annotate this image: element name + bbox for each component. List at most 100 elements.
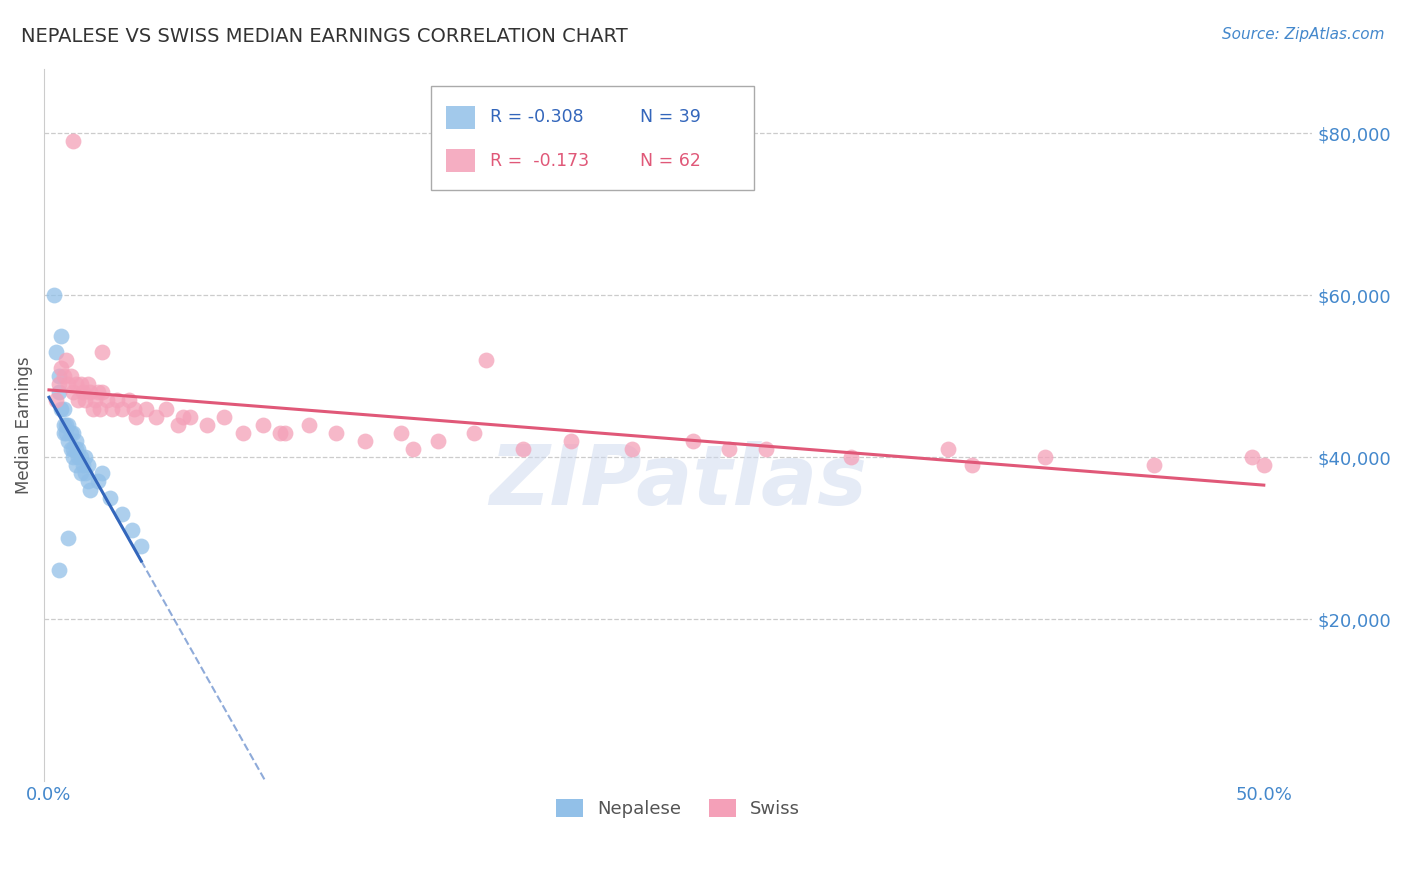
- Point: [91, 385, 114, 400]
- Point: [72, 458, 94, 473]
- Point: [463, 425, 485, 440]
- Legend: Nepalese, Swiss: Nepalese, Swiss: [548, 791, 807, 825]
- Point: [48, 385, 70, 400]
- Point: [145, 409, 167, 424]
- Point: [718, 442, 741, 456]
- Point: [212, 409, 235, 424]
- Point: [86, 475, 108, 489]
- Point: [179, 409, 201, 424]
- Point: [353, 434, 375, 448]
- Point: [839, 450, 862, 464]
- Point: [67, 450, 90, 464]
- Text: Source: ZipAtlas.com: Source: ZipAtlas.com: [1222, 27, 1385, 42]
- Point: [69, 377, 91, 392]
- Point: [62, 442, 84, 456]
- Text: NEPALESE VS SWISS MEDIAN EARNINGS CORRELATION CHART: NEPALESE VS SWISS MEDIAN EARNINGS CORREL…: [21, 27, 628, 45]
- Point: [111, 401, 134, 416]
- Point: [105, 393, 128, 408]
- Point: [52, 425, 75, 440]
- Point: [52, 369, 75, 384]
- FancyBboxPatch shape: [430, 87, 755, 190]
- Point: [79, 385, 101, 400]
- Point: [125, 409, 148, 424]
- Point: [273, 425, 295, 440]
- Point: [58, 377, 80, 392]
- Point: [101, 401, 124, 416]
- Point: [122, 401, 145, 416]
- Point: [75, 393, 97, 408]
- Point: [1143, 458, 1166, 473]
- Point: [49, 328, 72, 343]
- Point: [76, 458, 98, 473]
- Point: [65, 434, 87, 448]
- Point: [129, 539, 152, 553]
- Point: [59, 425, 82, 440]
- Point: [67, 393, 90, 408]
- Point: [325, 425, 347, 440]
- Point: [682, 434, 704, 448]
- Point: [560, 434, 582, 448]
- Point: [755, 442, 778, 456]
- Point: [82, 401, 104, 416]
- Text: ZIPatlas: ZIPatlas: [489, 442, 868, 522]
- Point: [52, 417, 75, 432]
- Point: [298, 417, 321, 432]
- Text: N = 39: N = 39: [640, 108, 702, 127]
- Point: [55, 425, 77, 440]
- FancyBboxPatch shape: [446, 149, 475, 172]
- Point: [121, 523, 143, 537]
- Point: [59, 442, 82, 456]
- Point: [166, 417, 188, 432]
- Point: [48, 369, 70, 384]
- Point: [67, 442, 90, 456]
- Point: [45, 344, 67, 359]
- Point: [426, 434, 449, 448]
- Point: [91, 467, 114, 481]
- Point: [936, 442, 959, 456]
- Point: [1253, 458, 1275, 473]
- Point: [960, 458, 983, 473]
- Point: [45, 393, 67, 408]
- Point: [48, 564, 70, 578]
- Point: [75, 450, 97, 464]
- Point: [98, 491, 121, 505]
- Point: [402, 442, 425, 456]
- Point: [172, 409, 194, 424]
- Point: [62, 450, 84, 464]
- Point: [48, 377, 70, 392]
- Point: [135, 401, 157, 416]
- Point: [65, 442, 87, 456]
- Point: [1033, 450, 1056, 464]
- Point: [1240, 450, 1263, 464]
- Point: [76, 475, 98, 489]
- Point: [269, 425, 291, 440]
- Point: [69, 467, 91, 481]
- Point: [52, 401, 75, 416]
- Point: [475, 353, 498, 368]
- Point: [86, 385, 108, 400]
- Point: [59, 369, 82, 384]
- Point: [79, 483, 101, 497]
- Point: [389, 425, 412, 440]
- Point: [65, 377, 87, 392]
- Point: [58, 531, 80, 545]
- Point: [91, 344, 114, 359]
- Point: [55, 353, 77, 368]
- Text: R =  -0.173: R = -0.173: [489, 152, 589, 169]
- Point: [89, 401, 111, 416]
- Point: [58, 434, 80, 448]
- Text: R = -0.308: R = -0.308: [489, 108, 583, 127]
- Point: [232, 425, 254, 440]
- FancyBboxPatch shape: [446, 106, 475, 128]
- Point: [72, 385, 94, 400]
- Point: [62, 135, 84, 149]
- Point: [65, 458, 87, 473]
- Point: [155, 401, 177, 416]
- Point: [621, 442, 644, 456]
- Point: [58, 417, 80, 432]
- Point: [49, 361, 72, 376]
- Point: [62, 425, 84, 440]
- Point: [69, 450, 91, 464]
- Point: [49, 401, 72, 416]
- Point: [195, 417, 218, 432]
